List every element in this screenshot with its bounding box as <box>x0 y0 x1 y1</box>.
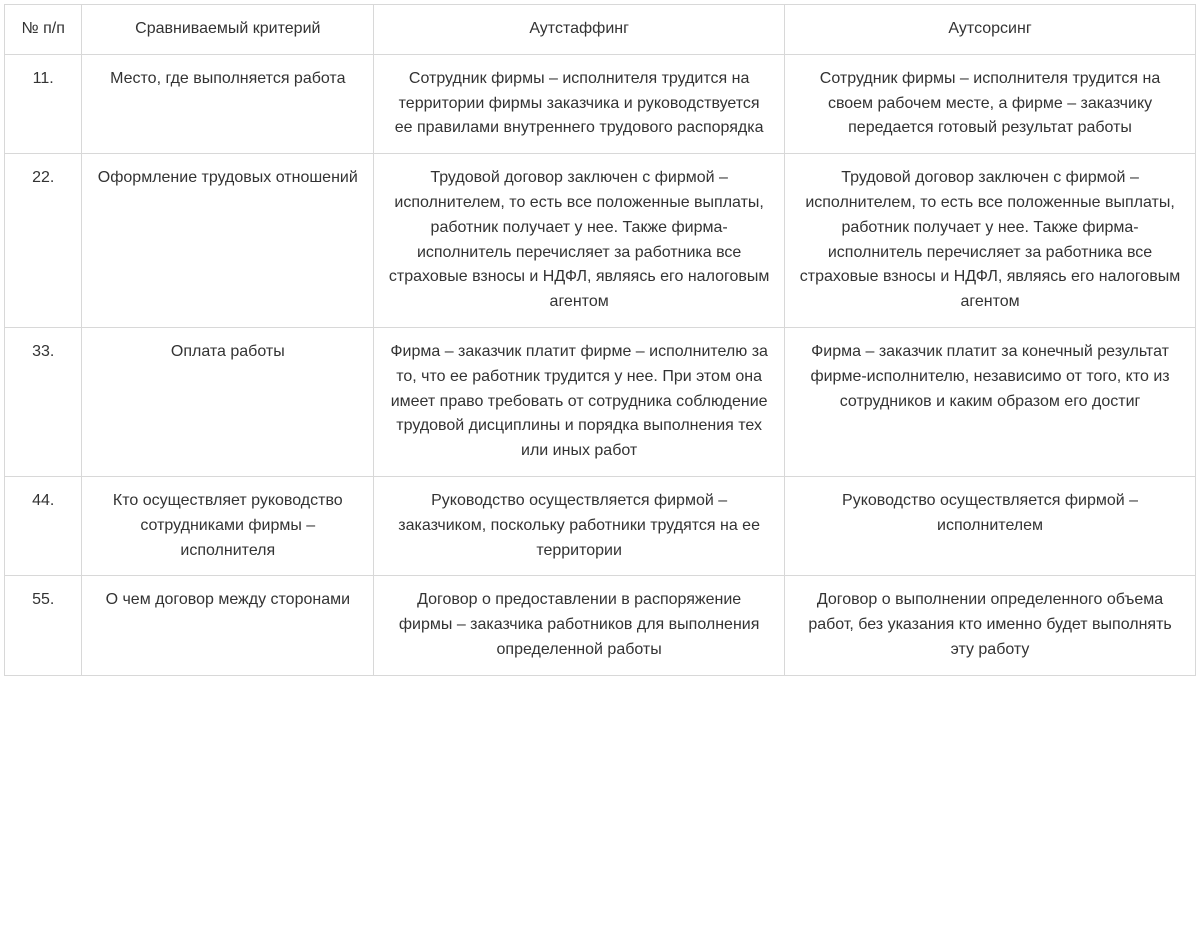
cell-outsourcing: Трудовой договор заключен с фирмой – исп… <box>785 154 1196 328</box>
cell-outsourcing: Руководство осуществляется фирмой – испо… <box>785 476 1196 575</box>
cell-outstaffing: Фирма – заказчик платит фирме – исполнит… <box>374 327 785 476</box>
cell-outsourcing: Сотрудник фирмы – исполнителя трудится н… <box>785 54 1196 153</box>
cell-num: 22. <box>5 154 82 328</box>
table-row: 22. Оформление трудовых отношений Трудов… <box>5 154 1196 328</box>
cell-outsourcing: Фирма – заказчик платит за конечный резу… <box>785 327 1196 476</box>
cell-num: 11. <box>5 54 82 153</box>
cell-outstaffing: Руководство осуществляется фирмой – зака… <box>374 476 785 575</box>
cell-num: 55. <box>5 576 82 675</box>
cell-criterion: Оформление трудовых отношений <box>82 154 374 328</box>
cell-criterion: О чем договор между сторонами <box>82 576 374 675</box>
cell-num: 33. <box>5 327 82 476</box>
col-header-num: № п/п <box>5 5 82 55</box>
cell-outsourcing: Договор о выполнении определенного объем… <box>785 576 1196 675</box>
cell-criterion: Кто осуществляет руководство сотрудникам… <box>82 476 374 575</box>
comparison-table: № п/п Сравниваемый критерий Аутстаффинг … <box>4 4 1196 676</box>
table-row: 33. Оплата работы Фирма – заказчик плати… <box>5 327 1196 476</box>
col-header-outstaffing: Аутстаффинг <box>374 5 785 55</box>
table-header-row: № п/п Сравниваемый критерий Аутстаффинг … <box>5 5 1196 55</box>
col-header-outsourcing: Аутсорсинг <box>785 5 1196 55</box>
cell-outstaffing: Сотрудник фирмы – исполнителя трудится н… <box>374 54 785 153</box>
cell-num: 44. <box>5 476 82 575</box>
col-header-criterion: Сравниваемый критерий <box>82 5 374 55</box>
cell-outstaffing: Договор о предоставлении в распоряжение … <box>374 576 785 675</box>
table-row: 44. Кто осуществляет руководство сотрудн… <box>5 476 1196 575</box>
cell-criterion: Оплата работы <box>82 327 374 476</box>
table-row: 11. Место, где выполняется работа Сотруд… <box>5 54 1196 153</box>
table-row: 55. О чем договор между сторонами Догово… <box>5 576 1196 675</box>
cell-criterion: Место, где выполняется работа <box>82 54 374 153</box>
cell-outstaffing: Трудовой договор заключен с фирмой –испо… <box>374 154 785 328</box>
